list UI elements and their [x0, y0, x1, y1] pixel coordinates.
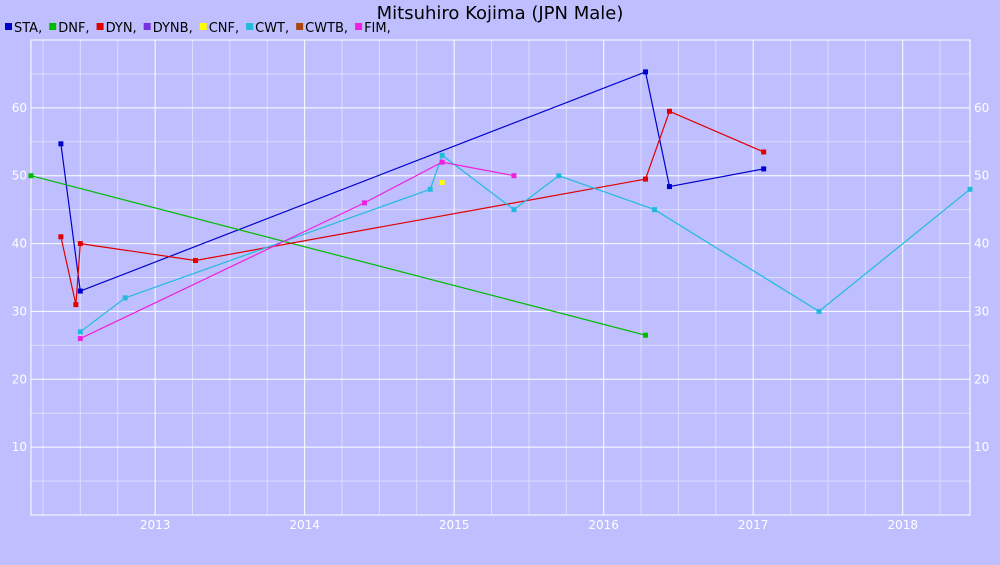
series-line-dnf [30, 175, 646, 336]
x-tick-label: 2015 [439, 518, 470, 532]
legend-swatch-dyn [96, 23, 104, 30]
data-point-dnf [643, 332, 649, 338]
data-point-fim [511, 173, 517, 179]
data-point-cwt [511, 207, 517, 213]
series-fim [77, 159, 517, 342]
x-tick-label: 2017 [738, 518, 769, 532]
data-point-cwt [77, 329, 83, 335]
x-tick-label: 2013 [140, 518, 171, 532]
data-point-dyn [58, 234, 64, 240]
y-tick-label-left: 10 [12, 440, 27, 454]
data-point-sta [77, 288, 83, 294]
series-dnf [28, 173, 649, 338]
y-tick-label-right: 20 [974, 372, 989, 386]
data-point-dyn [77, 241, 83, 247]
data-point-fim [361, 200, 367, 206]
data-point-cwt [556, 173, 562, 179]
legend-swatch-sta [5, 23, 12, 30]
legend-label-sta: STA, [14, 21, 42, 36]
legend-label-dyn: DYN, [106, 21, 137, 36]
y-tick-label-right: 30 [974, 304, 989, 318]
data-point-sta [666, 184, 672, 190]
legend-label-cnf: CNF, [209, 21, 239, 36]
data-point-cwt [439, 152, 445, 158]
legend-label-dnf: DNF, [58, 21, 89, 36]
series-sta [58, 69, 767, 294]
data-point-dnf [28, 173, 34, 179]
legend-label-dynb: DYNB, [153, 21, 193, 36]
data-point-dyn [73, 302, 79, 308]
legend: STA, DNF, DYN, DYNB, CNF, CWT, CWTB, FIM, [5, 21, 391, 36]
legend-swatch-cwtb [296, 23, 304, 30]
legend-label-cwt: CWT, [255, 21, 289, 36]
data-point-cwt [816, 308, 822, 314]
data-point-cwt [967, 186, 973, 192]
legend-label-cwtb: CWTB, [305, 21, 348, 36]
data-point-dyn [666, 108, 672, 114]
legend-swatch-cnf [199, 23, 207, 30]
legend-label-fim: FIM, [364, 21, 391, 36]
data-point-cwt [427, 186, 433, 192]
y-tick-label-left: 30 [12, 304, 27, 318]
data-point-cnf [439, 180, 445, 185]
data-point-sta [643, 69, 649, 75]
x-tick-label: 2014 [289, 518, 320, 532]
legend-swatch-dnf [49, 23, 57, 30]
series-line-fim [80, 161, 515, 340]
series-cnf [439, 180, 445, 185]
legend-swatch-cwt [246, 23, 254, 30]
x-tick-label: 2018 [887, 518, 918, 532]
x-tick-label: 2016 [588, 518, 619, 532]
y-tick-label-right: 40 [974, 237, 989, 251]
axes: 2013 2014 2015 2016 2017 2018 10 10 20 20 30 30 40 40… [12, 39, 989, 532]
data-point-fim [77, 336, 83, 342]
grid [31, 40, 970, 515]
data-point-cwt [122, 295, 128, 301]
data-point-sta [58, 141, 64, 147]
y-tick-label-right: 60 [974, 101, 989, 115]
y-tick-label-left: 50 [12, 169, 27, 183]
plot-frame [30, 39, 971, 516]
chart-title: Mitsuhiro Kojima (JPN Male) [377, 3, 624, 24]
series-dyn [58, 108, 767, 308]
legend-swatch-dynb [143, 23, 151, 30]
data-point-cwt [652, 207, 658, 213]
y-tick-label-left: 40 [12, 237, 27, 251]
data-point-dyn [643, 176, 649, 182]
series-cwt [77, 152, 973, 335]
y-tick-label-right: 10 [974, 440, 989, 454]
series-layer [28, 69, 973, 342]
y-tick-label-left: 60 [12, 101, 27, 115]
data-point-dyn [192, 258, 198, 264]
legend-swatch-fim [355, 23, 363, 30]
data-point-dyn [761, 149, 767, 155]
data-point-fim [439, 159, 445, 165]
data-point-sta [761, 166, 767, 172]
y-tick-label-right: 50 [974, 169, 989, 183]
y-tick-label-left: 20 [12, 372, 27, 386]
